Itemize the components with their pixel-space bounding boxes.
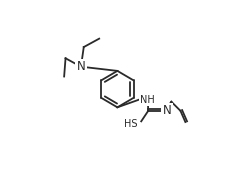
Text: N: N <box>163 104 171 117</box>
Text: HS: HS <box>124 119 137 129</box>
Text: NH: NH <box>140 95 155 105</box>
Text: N: N <box>77 60 85 73</box>
